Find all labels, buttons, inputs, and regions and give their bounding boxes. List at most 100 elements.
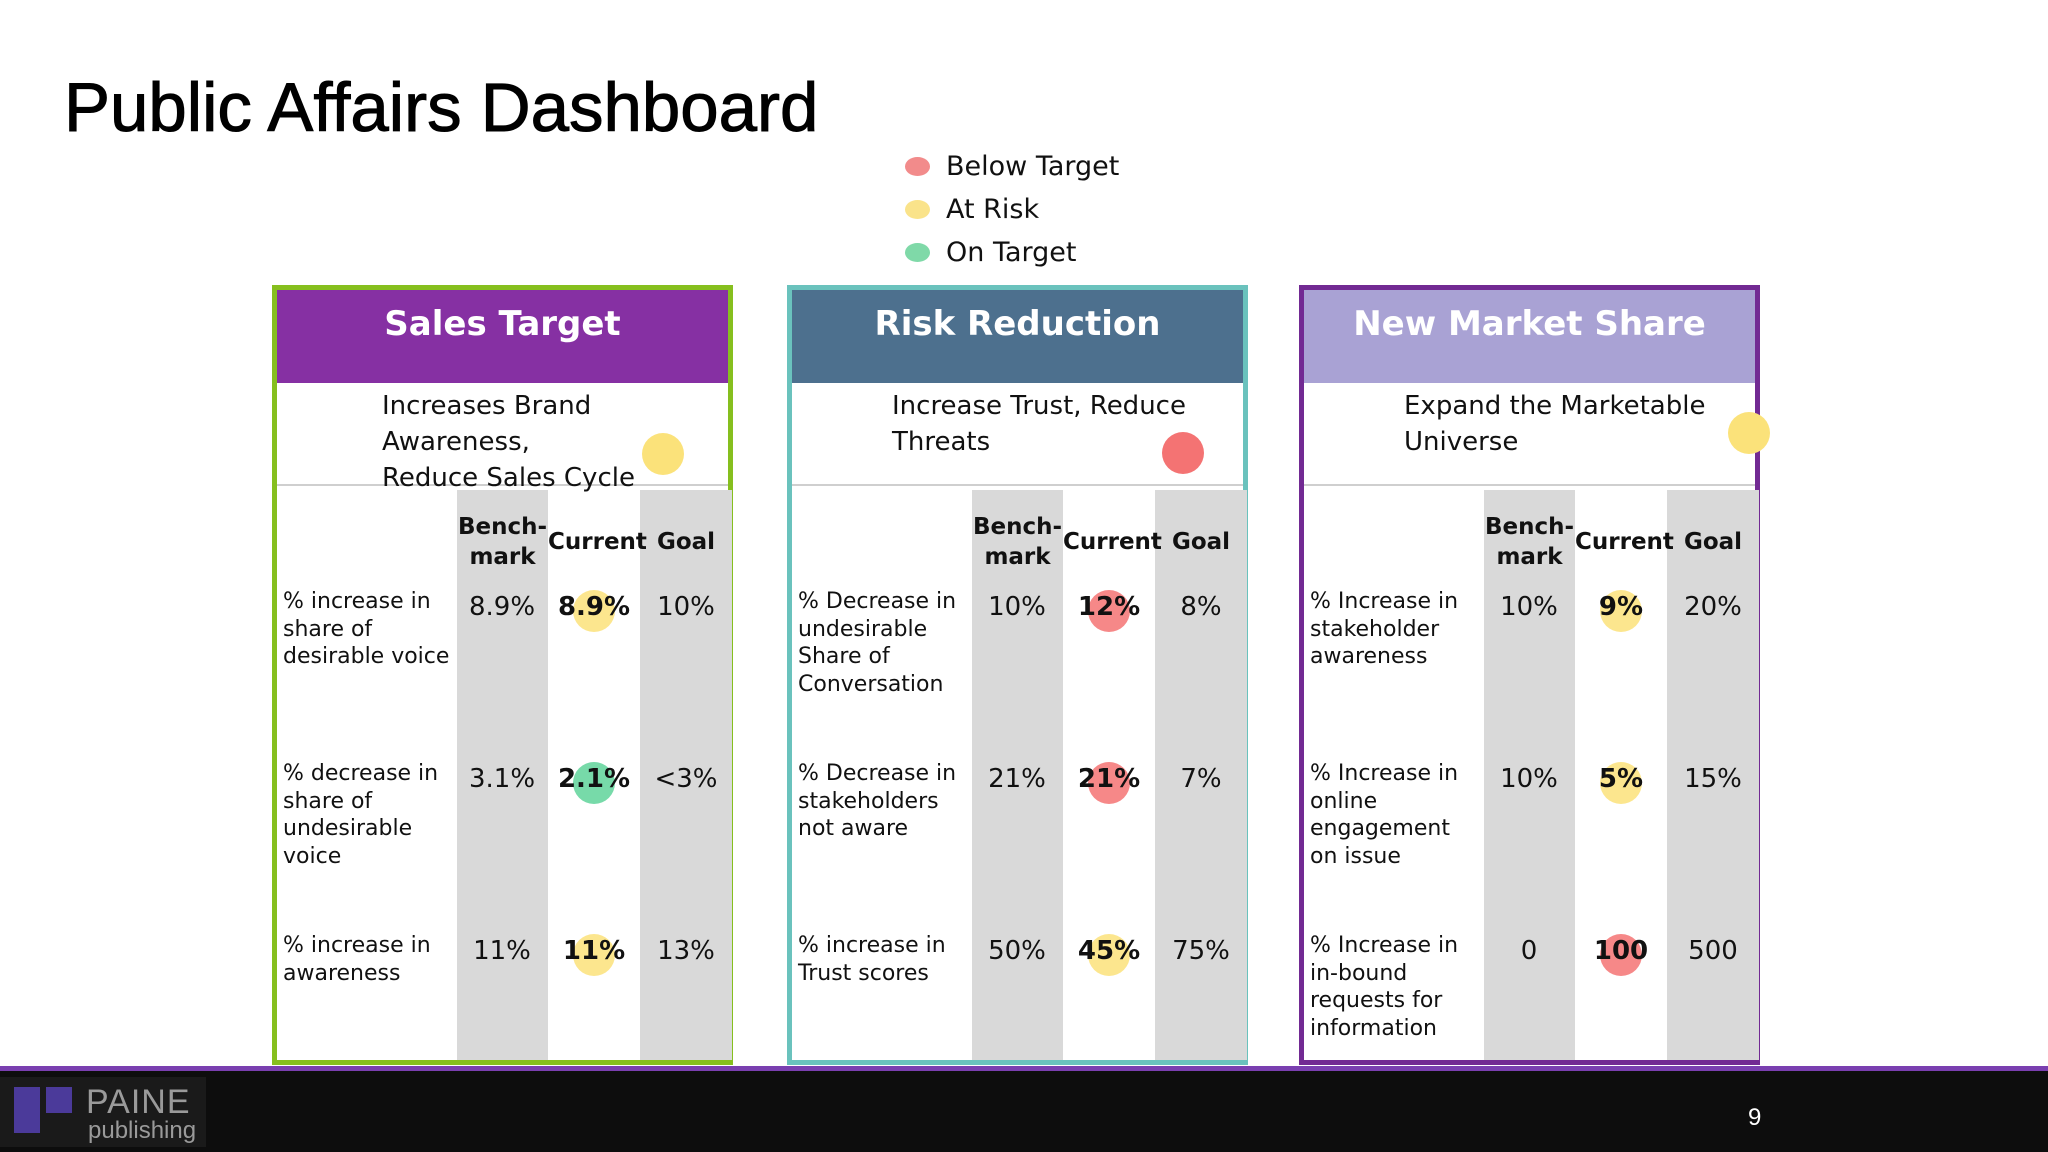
- green-dot-icon: [905, 243, 930, 262]
- metric-label: % Increase in in-bound requests for info…: [1310, 933, 1459, 1041]
- column-shade: [640, 490, 732, 1060]
- column-header-line: mark: [984, 544, 1051, 570]
- column-shade: [457, 490, 548, 1060]
- brand-logo: PAINE publishing: [0, 1077, 206, 1147]
- status-dot-icon: [1088, 762, 1130, 804]
- brand-name: PAINE: [86, 1083, 191, 1121]
- goal-value: 13%: [657, 936, 715, 966]
- metric-label: % increase in awareness: [283, 933, 431, 986]
- benchmark-value: 0: [1520, 936, 1538, 966]
- status-dot-icon: [642, 433, 684, 475]
- legend-label: On Target: [946, 237, 1077, 268]
- legend-item-below-target: Below Target: [905, 145, 1119, 188]
- panel-subtitle-line: Expand the Marketable: [1404, 391, 1706, 421]
- brand-subname: publishing: [88, 1117, 197, 1144]
- page-number: 9: [1748, 1104, 1762, 1131]
- panel-title: New Market Share: [1304, 290, 1755, 383]
- page-title: Public Affairs Dashboard: [63, 69, 819, 147]
- current-value: 11%: [562, 936, 626, 966]
- status-dot-icon: [1088, 590, 1130, 632]
- status-dot-icon: [573, 590, 615, 632]
- column-header: Bench-mark: [1484, 512, 1575, 572]
- panel-title: Sales Target: [277, 290, 728, 383]
- panel-subtitle-line: Increases Brand Awareness,: [382, 391, 592, 457]
- status-dot-icon: [1162, 432, 1204, 474]
- yellow-dot-icon: [905, 200, 930, 219]
- current-value: 100: [1593, 936, 1649, 966]
- column-shade: [1667, 490, 1759, 1060]
- metric-label: % increase in share of desirable voice: [283, 589, 450, 669]
- benchmark-value: 10%: [988, 592, 1046, 622]
- logo-mark-icon: [14, 1087, 40, 1133]
- panel-subtitle-area: [792, 383, 1243, 486]
- column-header-line: mark: [469, 544, 536, 570]
- goal-value: 7%: [1180, 764, 1222, 794]
- column-shade: [1155, 490, 1247, 1060]
- current-value: 8.9%: [557, 592, 631, 622]
- column-header-line: Current: [1063, 529, 1162, 555]
- column-header: Goal: [1667, 527, 1759, 557]
- legend-label: Below Target: [946, 151, 1120, 182]
- status-dot-icon: [1728, 412, 1770, 454]
- benchmark-value: 10%: [1500, 764, 1558, 794]
- column-header-line: Bench-: [972, 514, 1063, 540]
- panel-title: Risk Reduction: [792, 290, 1243, 383]
- footer-bar: PAINE publishing 9: [0, 1066, 2048, 1152]
- current-value: 12%: [1077, 592, 1141, 622]
- panel-subtitle-line: Increase Trust, Reduce: [892, 391, 1186, 421]
- status-dot-icon: [573, 762, 615, 804]
- panel-subtitle-area: [277, 383, 728, 486]
- column-shade: [1484, 490, 1575, 1060]
- metric-label: % Decrease in undesirable Share of Conve…: [798, 589, 957, 697]
- panel-subtitle-line: Reduce Sales Cycle: [382, 463, 635, 493]
- panel-subtitle-line: Threats: [892, 427, 991, 457]
- column-header: Bench-mark: [457, 512, 548, 572]
- benchmark-value: 3.1%: [468, 764, 536, 794]
- column-header-line: Current: [1575, 529, 1674, 555]
- current-value: 9%: [1598, 592, 1644, 622]
- column-header-line: Current: [548, 529, 647, 555]
- goal-value: 15%: [1684, 764, 1742, 794]
- status-dot-icon: [573, 934, 615, 976]
- column-header-line: Goal: [1171, 529, 1231, 555]
- current-value: 5%: [1598, 764, 1644, 794]
- column-header-line: Bench-: [457, 514, 548, 540]
- goal-value: 20%: [1684, 592, 1742, 622]
- metric-label: % Increase in online engagement on issue: [1310, 761, 1459, 869]
- status-dot-icon: [1600, 934, 1642, 976]
- status-dot-icon: [1600, 762, 1642, 804]
- column-header: Current: [1063, 527, 1162, 557]
- column-shade: [972, 490, 1063, 1060]
- current-value: 45%: [1077, 936, 1141, 966]
- column-header: Current: [1575, 527, 1674, 557]
- column-header-line: Goal: [656, 529, 716, 555]
- column-header-line: Bench-: [1484, 514, 1575, 540]
- goal-value: 8%: [1180, 592, 1222, 622]
- metric-label: % increase in Trust scores: [798, 933, 946, 986]
- current-value: 21%: [1077, 764, 1141, 794]
- red-dot-icon: [905, 157, 930, 176]
- column-header-line: mark: [1496, 544, 1563, 570]
- current-value: 2.1%: [557, 764, 631, 794]
- goal-value: 10%: [657, 592, 715, 622]
- status-dot-icon: [1088, 934, 1130, 976]
- logo-mark-icon: [46, 1087, 72, 1113]
- metric-label: % decrease in share of undesirable voice: [283, 761, 439, 869]
- legend-item-on-target: On Target: [905, 231, 1119, 274]
- panel-subtitle-line: Universe: [1404, 427, 1519, 457]
- goal-value: 500: [1688, 936, 1738, 966]
- panel-subtitle: Expand the Marketable Universe: [1404, 388, 1705, 460]
- column-header: Goal: [640, 527, 732, 557]
- goal-value: <3%: [654, 764, 718, 794]
- benchmark-value: 11%: [473, 936, 531, 966]
- benchmark-value: 50%: [988, 936, 1046, 966]
- benchmark-value: 10%: [1500, 592, 1558, 622]
- panel-sales-target: Sales Target Increases Brand Awareness, Re…: [272, 285, 733, 1065]
- column-header-line: Goal: [1683, 529, 1743, 555]
- panel-risk-reduction: Risk Reduction Increase Trust, Reduce Thre…: [787, 285, 1248, 1065]
- metric-label: % Decrease in stakeholders not aware: [798, 761, 957, 841]
- column-header: Bench-mark: [972, 512, 1063, 572]
- panel-subtitle-area: [1304, 383, 1755, 486]
- column-header: Current: [548, 527, 647, 557]
- panel-new-market-share: New Market Share Expand the Marketable Uni…: [1299, 285, 1770, 1065]
